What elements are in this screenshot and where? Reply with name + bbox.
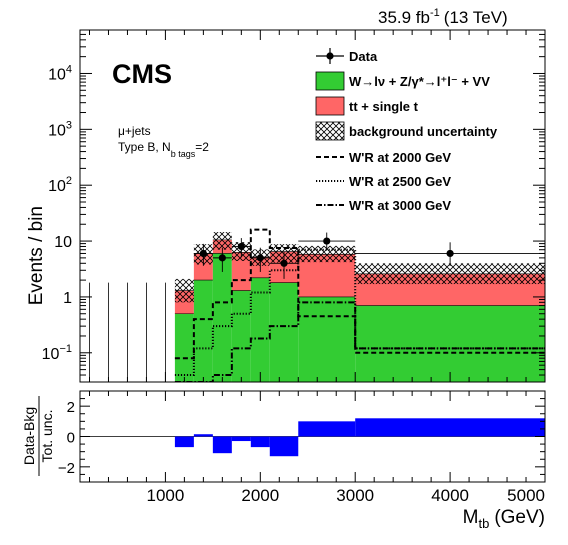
x-tick-label: 2000: [241, 486, 279, 505]
ratio-bar: [212, 436, 232, 454]
legend-entry-signal-2000: W'R at 2000 GeV: [316, 150, 451, 165]
svg-text:Data-Bkg: Data-Bkg: [21, 407, 37, 465]
y-tick-label: 103: [48, 119, 72, 139]
legend-entry-signal-2500: W'R at 2500 GeV: [316, 174, 451, 189]
svg-text:Data: Data: [349, 49, 378, 64]
uncertainty-band: [174, 278, 194, 303]
main-y-axis: 10−1 1 10 102 103 104: [42, 29, 545, 383]
data-point: [237, 242, 245, 251]
uncertainty-band: [212, 232, 232, 250]
svg-text:W→lν + Z/γ*→l⁺l⁻ + VV: W→lν + Z/γ*→l⁺l⁻ + VV: [349, 74, 490, 89]
svg-text:Tot. unc.: Tot. unc.: [39, 410, 55, 463]
category-label: Type B, Nb tags=2: [118, 140, 209, 159]
svg-text:W'R at 2000 GeV: W'R at 2000 GeV: [349, 150, 451, 165]
svg-text:W'R at 2500 GeV: W'R at 2500 GeV: [349, 174, 451, 189]
ratio-panel-bars: [80, 418, 545, 457]
uncertainty-band: [355, 263, 545, 285]
ratio-bar: [355, 418, 545, 437]
ratio-bar: [298, 421, 356, 437]
wjets-bar: [355, 305, 545, 382]
data-point: [199, 249, 207, 258]
x-tick-label: 3000: [336, 486, 374, 505]
svg-text:W'R at 3000 GeV: W'R at 3000 GeV: [349, 198, 451, 213]
signal-line: [174, 301, 545, 382]
main-panel-data: [89, 232, 545, 382]
x-tick-label: 4000: [431, 486, 469, 505]
wjets-bar: [269, 282, 299, 382]
data-point: [256, 254, 264, 262]
x-axis: 1000 2000 3000 4000 5000: [88, 391, 546, 505]
data-point: [323, 237, 331, 245]
wjets-bar: [212, 253, 232, 382]
ratio-bar: [269, 436, 299, 457]
svg-text:background uncertainty: background uncertainty: [349, 124, 498, 139]
ratio-bar: [231, 436, 251, 442]
main-panel-stack: [174, 239, 545, 382]
y-tick-label: 1: [63, 290, 72, 307]
y-tick-label: 10−1: [42, 343, 72, 363]
x-tick-label: 1000: [146, 486, 184, 505]
y-tick-label: 102: [48, 175, 72, 195]
svg-text:tt + single t: tt + single t: [349, 99, 419, 114]
ratio-y-tick-label: −2: [58, 460, 75, 477]
legend-entry-signal-3000: W'R at 3000 GeV: [316, 198, 451, 213]
y-tick-label: 10: [54, 234, 72, 251]
main-x-ticks: [88, 30, 546, 382]
ratio-y-tick-label: 2: [67, 399, 75, 416]
legend-entry-data: Data: [316, 48, 378, 64]
ratio-bar: [250, 436, 270, 448]
signal-line: [174, 228, 545, 360]
ratio-bar: [193, 434, 213, 437]
legend-entry-ttbar: tt + single t: [315, 96, 419, 116]
lumi-label: 35.9 fb-1 (13 TeV): [378, 7, 508, 27]
legend-entry-uncertainty: background uncertainty: [315, 121, 498, 141]
wjets-bar: [250, 277, 270, 382]
ratio-y-tick-label: 0: [67, 430, 75, 447]
wjets-bar: [193, 280, 213, 382]
y-axis-label: Events / bin: [26, 206, 47, 305]
data-point: [280, 259, 288, 267]
x-tick-label: 5000: [507, 486, 545, 505]
wjets-bar: [231, 290, 251, 382]
wjets-bar: [298, 296, 356, 382]
legend-entry-wjets: W→lν + Z/γ*→l⁺l⁻ + VV: [315, 71, 490, 91]
channel-label: μ+jets: [118, 124, 151, 138]
ratio-bar: [174, 436, 194, 448]
cms-label: CMS: [112, 59, 172, 89]
x-axis-label: Mtb (GeV): [463, 507, 545, 531]
data-point: [446, 249, 454, 258]
y-tick-label: 104: [48, 63, 72, 83]
legend: Data W→lν + Z/γ*→l⁺l⁻ + VV tt + single t…: [315, 48, 498, 213]
data-point: [218, 254, 226, 262]
main-panel-frame: [79, 29, 546, 383]
ratio-y-axis-label: Data-Bkg Tot. unc.: [21, 396, 55, 476]
wjets-bar: [174, 313, 194, 382]
ratio-y-axis: −2 0 2: [58, 390, 545, 483]
